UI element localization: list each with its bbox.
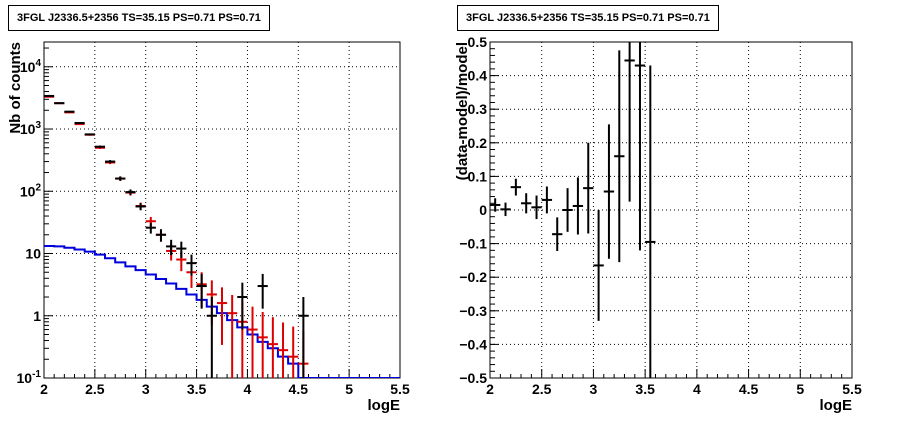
y-tick-label: 0.5 — [468, 34, 488, 50]
x-tick-label: 2.5 — [532, 381, 552, 397]
x-axis-title: logE — [368, 397, 401, 414]
x-tick-label: 4.5 — [739, 381, 759, 397]
y-tick-label: 103 — [20, 120, 42, 137]
plot-area — [490, 42, 656, 378]
x-tick-label: 3 — [142, 381, 150, 397]
plot-area — [44, 94, 400, 378]
y-tick-label: 0 — [479, 202, 487, 218]
counts-histogram-chart: 2 2.5 3 3.5 4 4.5 5 5.5 10-1 1 10 102 103 104 logE Nb o… — [7, 41, 410, 414]
left-chart-panel: 2 2.5 3 3.5 4 4.5 5 5.5 10-1 1 10 102 103 104 logE Nb o… — [7, 5, 410, 414]
x-tick-label: 2 — [40, 381, 48, 397]
x-tick-label: 4 — [244, 381, 252, 397]
y-tick-label: 10-1 — [17, 369, 42, 386]
model-step-line — [44, 245, 400, 378]
y-tick-label: 0.2 — [468, 135, 488, 151]
y-axis-title: (data-model)/model — [454, 42, 471, 180]
y-tick-label: 0.4 — [468, 68, 488, 84]
x-tick-label: 5.5 — [842, 381, 862, 397]
y-tick-label: −0.4 — [459, 336, 487, 352]
x-tick-label: 5 — [345, 381, 353, 397]
x-tick-label: 3.5 — [635, 381, 655, 397]
x-tick-label: 5 — [796, 381, 804, 397]
residuals-chart: 2 2.5 3 3.5 4 4.5 5 5.5 −0.5 −0.4 −0.3 −0.2 −0.1 0 0.1… — [454, 34, 862, 414]
x-tick-label: 4 — [693, 381, 701, 397]
y-tick-label: −0.2 — [459, 269, 487, 285]
x-tick-label: 2.5 — [85, 381, 105, 397]
right-chart-title: 3FGL J2336.5+2356 TS=35.15 PS=0.71 PS=0.… — [457, 5, 719, 31]
left-chart-title: 3FGL J2336.5+2356 TS=35.15 PS=0.71 PS=0.… — [8, 5, 270, 31]
x-tick-label: 2 — [486, 381, 494, 397]
y-tick-label: −0.3 — [459, 303, 487, 319]
y-tick-label: 104 — [20, 58, 42, 75]
x-tick-label: 4.5 — [289, 381, 309, 397]
y-tick-label: 0.1 — [468, 168, 488, 184]
x-axis-title: logE — [820, 397, 853, 414]
y-tick-label: 1 — [33, 308, 41, 324]
y-tick-label: −0.1 — [459, 236, 487, 252]
y-tick-label: 0.3 — [468, 101, 488, 117]
y-tick-label: 102 — [20, 182, 42, 199]
right-chart-panel: 2 2.5 3 3.5 4 4.5 5 5.5 −0.5 −0.4 −0.3 −0.2 −0.1 0 0.1… — [449, 0, 898, 421]
x-tick-label: 3 — [590, 381, 598, 397]
y-tick-label: 10 — [25, 246, 41, 262]
y-tick-label: −0.5 — [459, 370, 487, 386]
y-axis-title: Nb of counts — [7, 42, 24, 134]
x-tick-label: 3.5 — [187, 381, 207, 397]
x-tick-label: 5.5 — [390, 381, 410, 397]
